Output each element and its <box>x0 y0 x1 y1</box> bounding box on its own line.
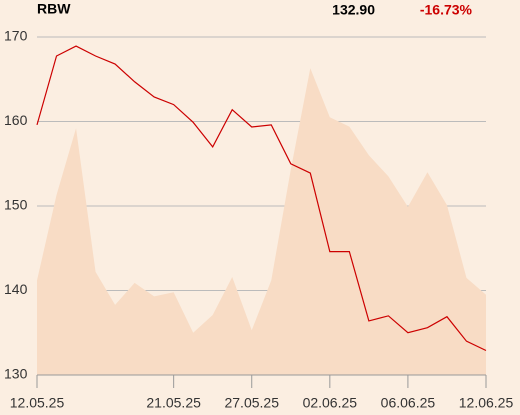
y-tick-label: 150 <box>4 197 28 213</box>
x-tick-label: 06.06.25 <box>381 395 436 411</box>
x-tick-label: 02.06.25 <box>303 395 358 411</box>
x-tick-label: 12.05.25 <box>10 395 65 411</box>
x-tick-label: 27.05.25 <box>224 395 279 411</box>
y-tick-label: 130 <box>4 366 28 382</box>
price: 132.90 <box>332 2 375 18</box>
y-tick-label: 140 <box>4 281 28 297</box>
x-tick-label: 12.06.25 <box>459 395 514 411</box>
y-tick-label: 160 <box>4 112 28 128</box>
area <box>37 68 486 375</box>
line <box>36 45 487 352</box>
plot <box>36 36 487 388</box>
y-tick-label: 170 <box>4 28 28 44</box>
symbol: RBW <box>37 1 71 17</box>
change: -16.73% <box>420 2 473 18</box>
x-tick-label: 21.05.25 <box>146 395 201 411</box>
